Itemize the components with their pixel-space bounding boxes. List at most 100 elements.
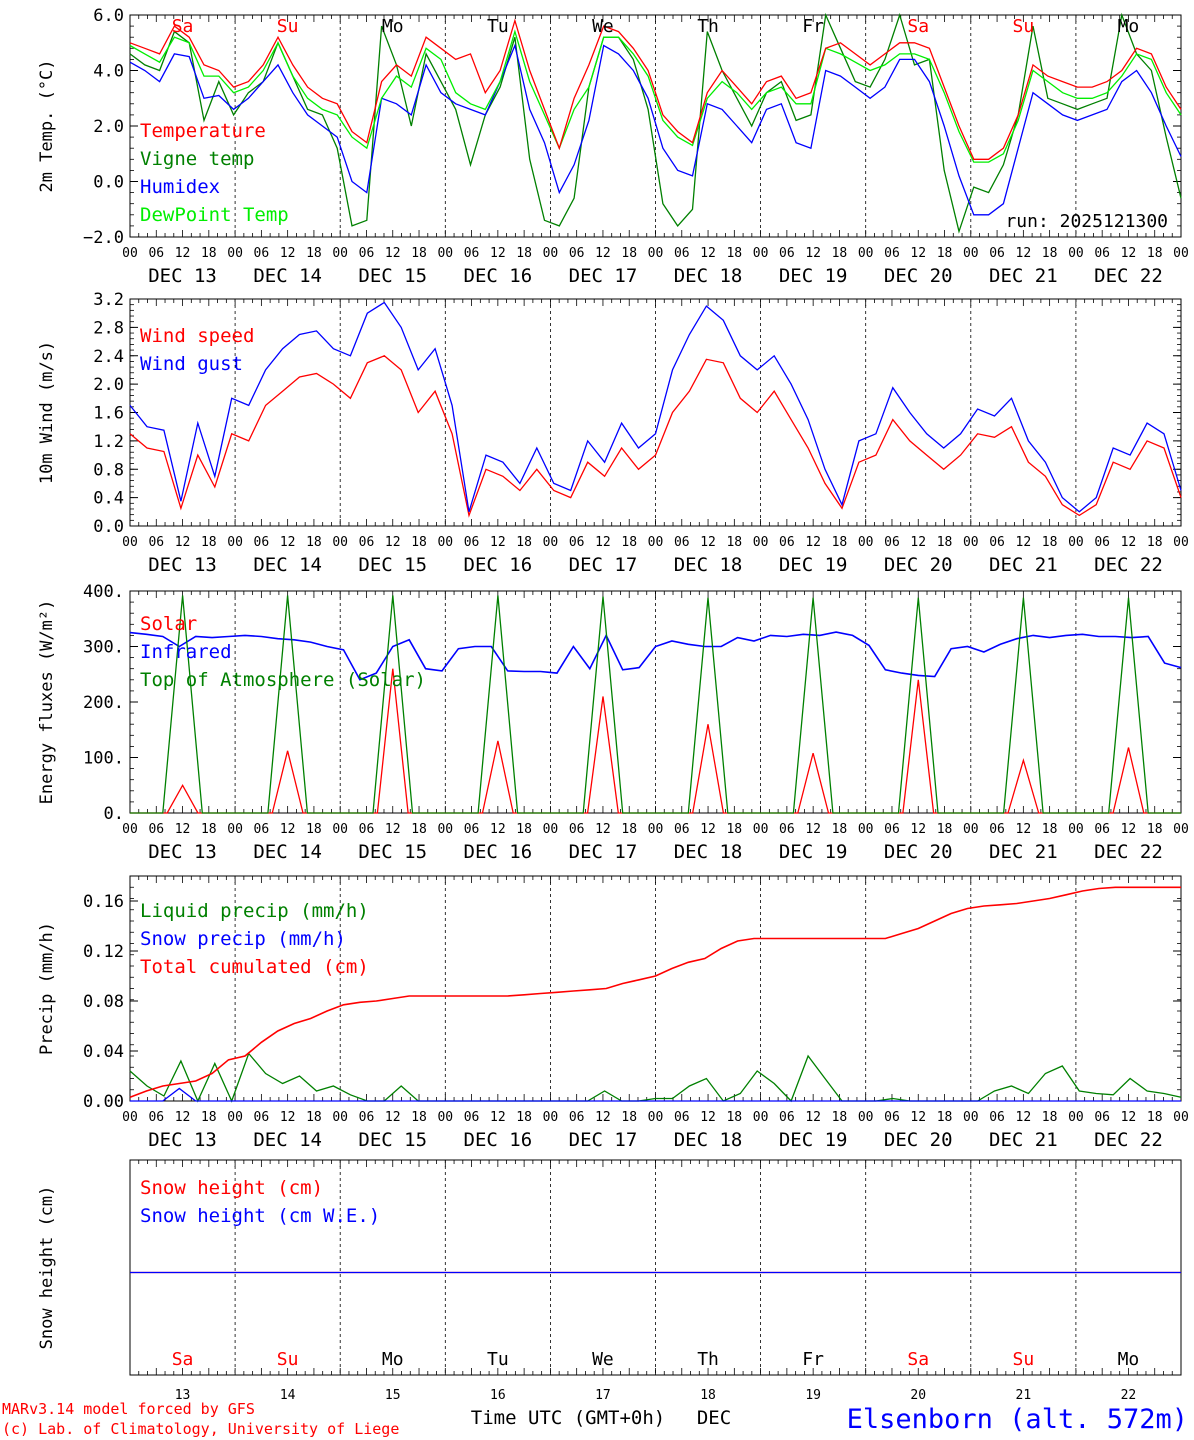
weekday-label: Fr xyxy=(802,16,824,37)
weekday-label: Mo xyxy=(382,1349,404,1370)
day-number-label: 19 xyxy=(805,1388,821,1403)
x-hour-label: 12 xyxy=(385,822,401,837)
x-hour-label: 00 xyxy=(227,822,243,837)
y-axis-label: Energy fluxes (W/m²) xyxy=(37,600,57,805)
x-date-label: DEC 21 xyxy=(989,554,1058,576)
x-hour-label: 12 xyxy=(175,822,191,837)
y-tick-label: 200. xyxy=(83,693,124,713)
legend-entry: Humidex xyxy=(140,176,220,198)
x-hour-label: 00 xyxy=(543,535,559,550)
x-date-label: DEC 17 xyxy=(569,1129,638,1151)
x-hour-label: 00 xyxy=(332,535,348,550)
x-hour-label: 06 xyxy=(989,1110,1005,1125)
x-hour-label: 00 xyxy=(648,246,664,261)
weekday-label: Su xyxy=(1013,16,1035,37)
x-hour-label: 06 xyxy=(148,535,164,550)
x-hour-label: 18 xyxy=(1147,246,1163,261)
x-hour-label: 06 xyxy=(464,822,480,837)
x-axis-label: Time UTC (GMT+0h) xyxy=(471,1407,665,1429)
x-date-label: DEC 17 xyxy=(569,841,638,863)
x-hour-label: 12 xyxy=(490,535,506,550)
y-axis-label: Snow height (cm) xyxy=(37,1186,57,1350)
x-hour-label: 12 xyxy=(595,1110,611,1125)
series-total-cumulated-cm xyxy=(129,886,1181,1099)
x-hour-label: 18 xyxy=(411,1110,427,1125)
x-hour-label: 00 xyxy=(1068,1110,1084,1125)
x-hour-label: 12 xyxy=(385,535,401,550)
series-snow-precip-mm-h xyxy=(130,1087,1181,1102)
x-hour-label: 06 xyxy=(884,535,900,550)
x-hour-label: 06 xyxy=(464,535,480,550)
x-date-label: DEC 14 xyxy=(253,554,322,576)
x-hour-label: 12 xyxy=(385,1110,401,1125)
x-hour-label: 06 xyxy=(254,535,270,550)
x-date-label: DEC 16 xyxy=(464,265,533,287)
y-tick-label: 3.2 xyxy=(93,290,124,310)
x-date-label: DEC 22 xyxy=(1094,841,1163,863)
x-hour-label: 12 xyxy=(910,822,926,837)
x-hour-label: 06 xyxy=(884,246,900,261)
x-date-label: DEC 15 xyxy=(358,265,427,287)
x-hour-label: 18 xyxy=(411,246,427,261)
legend-entry: Top of Atmosphere (Solar) xyxy=(140,669,426,691)
x-hour-label: 12 xyxy=(490,822,506,837)
x-hour-label: 06 xyxy=(148,822,164,837)
x-hour-label: 12 xyxy=(490,246,506,261)
x-hour-label: 12 xyxy=(805,246,821,261)
credit-line-1: MARv3.14 model forced by GFS xyxy=(2,1400,255,1418)
panel-5: Snow height (cm) Snow height (cm) Snow hei… xyxy=(37,1159,1182,1403)
y-tick-label: 4.0 xyxy=(93,62,124,82)
x-date-label: DEC 22 xyxy=(1094,1129,1163,1151)
x-hour-label: 06 xyxy=(569,822,585,837)
x-date-label: DEC 13 xyxy=(148,1129,217,1151)
x-hour-label: 00 xyxy=(963,822,979,837)
x-hour-label: 18 xyxy=(1042,822,1058,837)
x-hour-label: 00 xyxy=(543,1110,559,1125)
day-number-label: 14 xyxy=(280,1388,296,1403)
x-hour-label: 12 xyxy=(910,535,926,550)
x-hour-label: 00 xyxy=(227,1110,243,1125)
x-hour-label: 00 xyxy=(227,535,243,550)
x-hour-label: 18 xyxy=(937,822,953,837)
legend-entry: Snow precip (mm/h) xyxy=(140,928,346,950)
x-date-label: DEC 19 xyxy=(779,265,848,287)
x-hour-label: 12 xyxy=(280,535,296,550)
weekday-label: Sa xyxy=(172,16,194,37)
x-date-label: DEC 18 xyxy=(674,841,743,863)
y-tick-label: 2.0 xyxy=(93,375,124,395)
x-date-label: DEC 16 xyxy=(464,554,533,576)
x-hour-label: 06 xyxy=(674,535,690,550)
x-hour-label: 12 xyxy=(280,822,296,837)
x-hour-label: 00 xyxy=(437,535,453,550)
x-hour-label: 12 xyxy=(385,246,401,261)
x-hour-label: 00 xyxy=(753,246,769,261)
x-hour-label: 00 xyxy=(963,246,979,261)
x-hour-label: 06 xyxy=(569,1110,585,1125)
day-number-label: 18 xyxy=(700,1388,716,1403)
x-hour-label: 12 xyxy=(595,822,611,837)
x-hour-label: 00 xyxy=(332,1110,348,1125)
x-hour-label: 06 xyxy=(989,535,1005,550)
legend-entry: Wind gust xyxy=(140,353,243,375)
x-hour-label: 06 xyxy=(884,1110,900,1125)
x-date-label: DEC 16 xyxy=(464,1129,533,1151)
series-liquid-precip-mm-h xyxy=(129,1052,1182,1103)
x-hour-label: 00 xyxy=(122,1110,138,1125)
x-hour-label: 06 xyxy=(779,822,795,837)
weekday-label: Sa xyxy=(907,1349,929,1370)
weekday-label: Su xyxy=(277,16,299,37)
x-hour-label: 06 xyxy=(779,246,795,261)
x-hour-label: 06 xyxy=(464,1110,480,1125)
legend-entry: Vigne temp xyxy=(140,148,254,170)
x-hour-label: 06 xyxy=(359,1110,375,1125)
legend-entry: DewPoint Temp xyxy=(140,204,289,226)
y-tick-label: 300. xyxy=(83,638,124,658)
x-hour-label: 06 xyxy=(359,535,375,550)
panel-1: −2.0 0.0 2.0 4.0 6.0 2m Temp. (°C) 00 06 12 18 00 0… xyxy=(37,6,1189,287)
x-date-label: DEC 20 xyxy=(884,265,953,287)
x-hour-label: 06 xyxy=(254,246,270,261)
y-tick-label: 2.0 xyxy=(93,117,124,137)
x-hour-label: 00 xyxy=(1173,822,1189,837)
x-date-label: DEC 15 xyxy=(358,841,427,863)
weekday-label: Tu xyxy=(487,16,509,37)
